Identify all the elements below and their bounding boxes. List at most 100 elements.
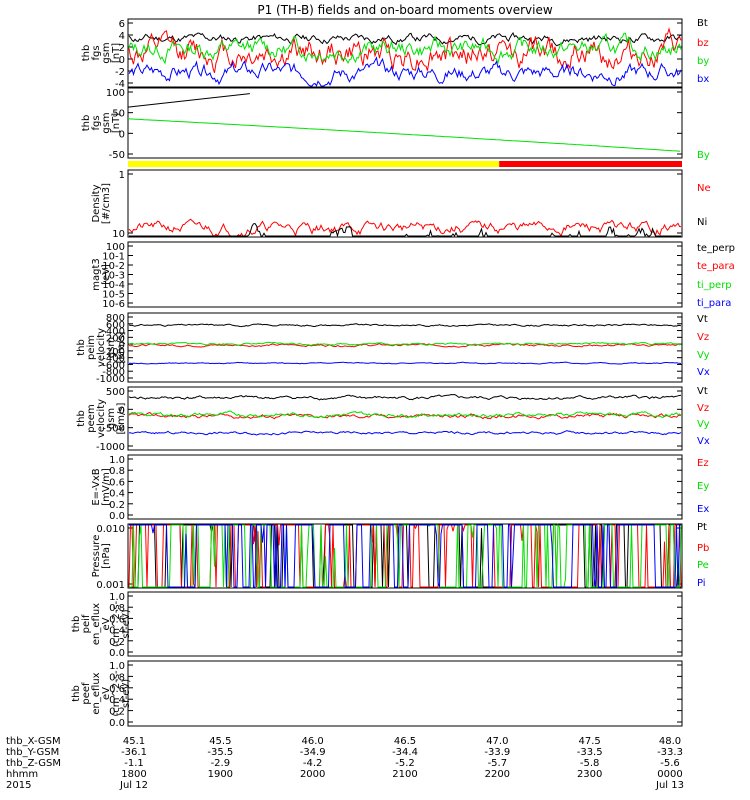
- series-line-Vx: [128, 361, 682, 365]
- y-axis-label-line: gsm: [101, 42, 112, 63]
- series-line-Ni: [129, 222, 681, 238]
- bottom-tick-x: 45.1: [123, 736, 145, 747]
- panel-3: 10 1 Density [#/cm3] Ne Ni: [91, 169, 711, 240]
- y-axis-label: thb fgs gsm [nT]: [81, 112, 122, 133]
- y-tick-label: 0.8: [109, 672, 125, 683]
- y-axis-label-line: fgs: [91, 45, 102, 60]
- y-tick-label: -600: [102, 360, 125, 371]
- legend-te_para: te_para: [697, 261, 735, 272]
- bottom-tick-x: 46.5: [394, 736, 416, 747]
- y-tick-label: 0: [119, 340, 125, 351]
- y-tick-label: 0.8: [109, 466, 125, 477]
- y-axis-label-line: velocity: [96, 328, 107, 367]
- y-tick-label: 0.6: [109, 477, 125, 488]
- y-axis-label-line: Pressure: [91, 535, 102, 578]
- panel-frame: [127, 386, 683, 451]
- y-axis-label-line: E=-VxB: [91, 468, 102, 505]
- y-axis-label-line: gsm: [106, 337, 117, 358]
- legend-Pb: Pb: [697, 543, 709, 554]
- y-axis-label-line: [#/cm3]: [101, 183, 112, 224]
- y-axis-label-line: thb: [76, 410, 87, 427]
- y-axis-label-line: (cm^2-s-: [111, 670, 122, 717]
- y-tick-label: 10-2: [102, 261, 125, 272]
- y-axis-label: E=-VxB [mV/m]: [91, 468, 112, 506]
- y-tick-label: 2: [119, 43, 125, 54]
- y-axis-label-line: [km/s]: [116, 331, 127, 363]
- y-axis-label-line: gsm: [101, 112, 112, 133]
- series-line-Vx: [128, 430, 682, 436]
- legend-Vt: Vt: [697, 386, 708, 397]
- legend-Pt: Pt: [697, 522, 707, 533]
- y-axis-label-line: peim: [86, 335, 97, 360]
- y-tick-label: 0.6: [109, 684, 125, 695]
- y-tick-label: 600: [106, 320, 125, 331]
- panel-frame: [127, 454, 683, 520]
- bottom-tick-z: -5.6: [660, 758, 680, 769]
- y-tick-label: 200: [106, 333, 125, 344]
- bottom-row-label: hhmm: [6, 769, 38, 780]
- y-tick-label: 1.0: [109, 455, 125, 466]
- y-tick-label: 4: [119, 31, 125, 42]
- y-axis-label-line: gsm: [106, 408, 117, 429]
- series-line-Bt: [128, 31, 682, 47]
- y-tick-label: 10: [112, 229, 125, 240]
- y-axis-label-line: fgs: [91, 115, 102, 130]
- y-tick-label: 0: [119, 55, 125, 66]
- legend-bx: bx: [697, 74, 709, 85]
- bottom-tick-hhmm: 0000: [657, 769, 682, 780]
- bottom-tick-z: -5.7: [488, 758, 508, 769]
- legend-By: By: [697, 150, 710, 161]
- y-axis-label: thb peim velocity gsm [km/s]: [76, 328, 127, 367]
- legend-Vz: Vz: [697, 332, 709, 343]
- legend-Pe: Pe: [697, 560, 709, 571]
- y-tick-label: 400: [106, 327, 125, 338]
- panel-frame: [127, 87, 683, 159]
- y-axis-label-line: (cm^2-s-: [111, 600, 122, 647]
- bottom-tick-y: -33.5: [577, 747, 603, 758]
- bottom-tick-z: -1.1: [124, 758, 144, 769]
- bottom-tick-x: 48.0: [659, 736, 681, 747]
- y-tick-label: 10-3: [102, 271, 125, 282]
- series-line-Vy: [128, 410, 682, 419]
- y-tick-label: 0.4: [109, 695, 125, 706]
- y-tick-label: 10-1: [102, 252, 125, 263]
- y-axis-label-line: sr-eV): [121, 609, 132, 638]
- y-tick-label: 6: [119, 19, 125, 30]
- panel-frame: [127, 312, 683, 383]
- bottom-row-label: 2015: [6, 780, 31, 791]
- y-tick-label: 0.001: [96, 580, 125, 591]
- legend-Ez: Ez: [697, 458, 709, 469]
- series-line-by: [128, 32, 682, 65]
- y-tick-label: -1000: [96, 374, 125, 385]
- y-tick-label: -800: [102, 367, 125, 378]
- y-tick-label: -1000: [96, 442, 125, 453]
- bottom-tick-hhmm: 2000: [300, 769, 325, 780]
- legend-Vx: Vx: [697, 367, 710, 378]
- mode-bar-red: [499, 161, 682, 167]
- bottom-tick-x: 46.0: [302, 736, 324, 747]
- legend-Ne: Ne: [697, 183, 711, 194]
- y-axis-label-line: [mV/m]: [101, 468, 112, 506]
- panel-frame: [127, 660, 683, 727]
- legend-ti_para: ti_para: [697, 298, 731, 309]
- y-axis-label-line: thb: [76, 339, 87, 356]
- bottom-tick-x: 45.5: [209, 736, 231, 747]
- y-tick-label: 800: [106, 313, 125, 324]
- bottom-tick-hhmm: 2100: [392, 769, 417, 780]
- bottom-tick-z: -4.2: [303, 758, 323, 769]
- series-line-bx: [128, 56, 682, 87]
- y-axis-label-line: peem: [86, 404, 97, 432]
- series-line-Vt: [128, 393, 682, 401]
- panel-frame: [127, 169, 683, 238]
- bottom-tick-x: 47.5: [579, 736, 601, 747]
- legend-Vy: Vy: [697, 350, 710, 361]
- bottom-axis-labels: thb_X-GSMthb_Y-GSMthb_Z-GSMhhmm201545.1-…: [6, 736, 684, 791]
- mode-bar-yellow: [128, 161, 500, 167]
- y-axis-label-line: en_eflux: [91, 603, 102, 645]
- y-tick-label: -4: [115, 79, 125, 90]
- bottom-tick-z: -5.8: [580, 758, 600, 769]
